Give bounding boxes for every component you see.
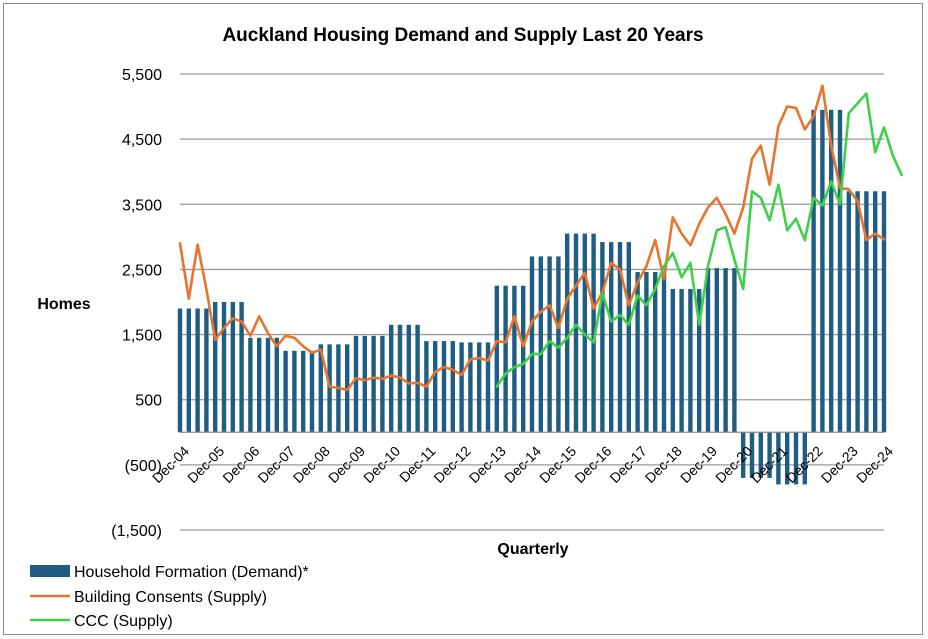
demand-bar xyxy=(714,268,719,433)
y-tick-label: 4,500 xyxy=(122,132,162,149)
demand-bars xyxy=(177,109,887,485)
demand-bar xyxy=(767,432,772,478)
demand-bar xyxy=(565,233,570,433)
legend-label: Household Formation (Demand)* xyxy=(74,564,309,581)
demand-bar xyxy=(371,335,376,433)
demand-bar xyxy=(248,337,253,433)
demand-bar xyxy=(239,302,244,433)
y-tick-label: (500) xyxy=(125,458,162,475)
building-consents-line xyxy=(178,84,886,392)
demand-bar xyxy=(749,432,755,478)
demand-bar xyxy=(380,335,385,433)
demand-bar xyxy=(644,272,649,433)
demand-bar xyxy=(529,256,535,433)
demand-bar xyxy=(468,342,473,433)
demand-bar xyxy=(802,432,807,485)
demand-bar xyxy=(186,308,191,433)
y-tick-label: 3,500 xyxy=(122,197,162,214)
demand-bar xyxy=(758,432,763,478)
demand-bar xyxy=(441,341,447,433)
demand-bar xyxy=(661,272,667,433)
legend: Household Formation (Demand)* Building Co… xyxy=(30,564,309,630)
demand-bar xyxy=(679,288,684,433)
demand-bar xyxy=(204,308,209,433)
demand-bar xyxy=(274,337,279,433)
demand-bar xyxy=(591,233,596,433)
legend-label: CCC (Supply) xyxy=(74,613,173,630)
demand-bar xyxy=(547,256,552,433)
demand-bar xyxy=(811,109,816,433)
x-axis-label: Quarterly xyxy=(497,541,568,558)
demand-bar xyxy=(230,302,235,433)
demand-bar xyxy=(600,242,605,433)
demand-bar xyxy=(855,191,860,433)
demand-bar xyxy=(406,324,411,433)
demand-bar xyxy=(318,344,323,433)
demand-bar xyxy=(327,344,332,433)
demand-bar xyxy=(459,342,464,433)
demand-bar xyxy=(609,242,614,433)
demand-bar xyxy=(864,191,869,433)
demand-bar xyxy=(881,191,887,433)
demand-bar xyxy=(177,308,183,433)
demand-bar xyxy=(837,109,843,433)
demand-bar xyxy=(503,285,508,433)
demand-bar xyxy=(283,350,288,433)
demand-bar xyxy=(415,324,420,433)
demand-bar xyxy=(653,272,658,433)
y-tick-labels: (1,500) (500) 500 1,500 2,500 3,500 4,500 5,500 xyxy=(111,67,162,540)
y-tick-label: (1,500) xyxy=(111,523,162,540)
demand-bar xyxy=(485,342,491,433)
demand-bar xyxy=(477,342,482,433)
y-tick-label: 2,500 xyxy=(122,262,162,279)
legend-label: Building Consents (Supply) xyxy=(74,589,267,606)
ccc-supply-line xyxy=(495,92,903,388)
demand-bar xyxy=(688,288,693,433)
demand-bar xyxy=(301,350,306,433)
y-tick-label: 500 xyxy=(135,393,162,410)
demand-bar xyxy=(494,285,499,433)
demand-bar xyxy=(723,268,728,433)
demand-bar xyxy=(820,109,825,433)
demand-bar xyxy=(512,285,517,433)
legend-swatch-demand xyxy=(30,565,70,577)
demand-bar xyxy=(776,432,781,485)
demand-bar xyxy=(741,432,746,478)
chart-title: Auckland Housing Demand and Supply Last … xyxy=(222,25,703,46)
demand-bar xyxy=(670,288,675,433)
x-tick-label: Dec-11 xyxy=(396,443,439,486)
demand-bar xyxy=(213,302,218,433)
demand-bar xyxy=(538,256,543,433)
demand-bar xyxy=(697,288,702,433)
demand-bar xyxy=(221,302,227,433)
demand-bar xyxy=(257,337,262,433)
y-tick-label: 1,500 xyxy=(122,328,162,345)
demand-bar xyxy=(309,350,315,433)
demand-bar xyxy=(732,268,737,433)
demand-bar xyxy=(433,341,438,433)
demand-bar xyxy=(785,432,790,485)
y-axis-label: Homes xyxy=(37,296,90,313)
demand-bar xyxy=(793,432,799,485)
demand-bar xyxy=(626,242,631,433)
demand-bar xyxy=(705,268,711,433)
demand-bar xyxy=(353,335,359,433)
demand-bar xyxy=(873,191,878,433)
demand-bar xyxy=(292,350,297,433)
demand-bar xyxy=(195,308,200,433)
demand-bar xyxy=(521,285,526,433)
demand-bar xyxy=(573,233,579,433)
demand-bar xyxy=(846,191,851,433)
demand-bar xyxy=(389,324,394,433)
demand-bar xyxy=(829,109,834,433)
y-tick-label: 5,500 xyxy=(122,67,162,84)
demand-bar xyxy=(450,341,455,433)
demand-bar xyxy=(265,337,271,433)
demand-bar xyxy=(556,256,561,433)
supply-lines xyxy=(178,84,903,392)
demand-bar xyxy=(617,242,623,433)
demand-bar xyxy=(635,272,640,433)
demand-bar xyxy=(362,335,367,433)
